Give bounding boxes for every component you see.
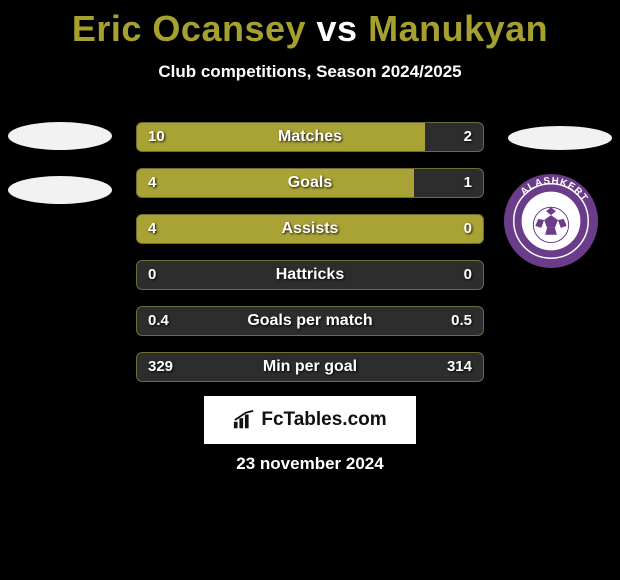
stat-row: 40Assists [136,214,484,244]
brand-text: FcTables.com [261,409,386,431]
stat-label: Goals per match [136,306,484,336]
stat-label: Min per goal [136,352,484,382]
stat-label: Assists [136,214,484,244]
comparison-bars: 102Matches 41Goals 40Assists 00Hattricks 0.4… [136,122,484,398]
placeholder-ellipse [8,122,112,150]
stat-label: Matches [136,122,484,152]
page-title: Eric Ocansey vs Manukyan [0,0,620,50]
stat-row: 41Goals [136,168,484,198]
stat-label: Hattricks [136,260,484,290]
footer-date: 23 november 2024 [0,454,620,474]
placeholder-ellipse [508,126,612,150]
placeholder-ellipse [8,176,112,204]
stat-label: Goals [136,168,484,198]
brand-badge: FcTables.com [204,396,416,444]
alashkert-logo: ALASHKERT [502,172,600,270]
stat-row: 102Matches [136,122,484,152]
stat-row: 00Hattricks [136,260,484,290]
subtitle: Club competitions, Season 2024/2025 [0,62,620,82]
left-placeholder-group [8,122,112,230]
stat-row: 329314Min per goal [136,352,484,382]
chart-icon [233,410,255,430]
stat-row: 0.40.5Goals per match [136,306,484,336]
